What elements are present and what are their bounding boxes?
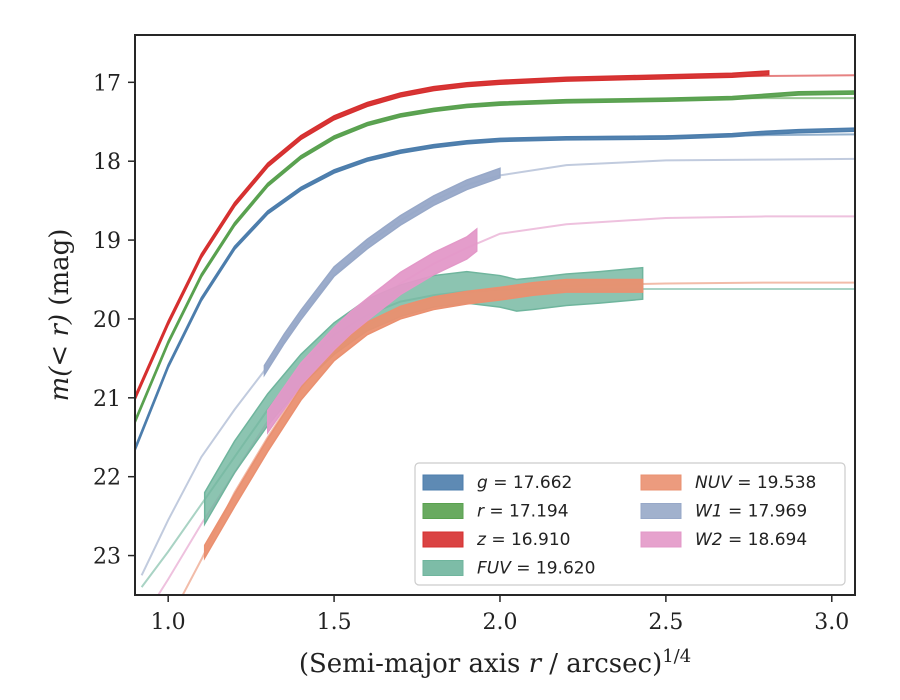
y-tick-label: 17 — [93, 71, 121, 96]
x-tick-label: 1.5 — [317, 610, 352, 635]
y-axis-label: m(< r) (mag) — [45, 229, 75, 402]
legend-label-fuv: FUV = 19.620 — [477, 559, 595, 579]
plot-frame — [134, 34, 856, 596]
x-tick-label: 1.0 — [151, 610, 186, 635]
y-tick-label: 19 — [93, 229, 121, 254]
model-curve-r — [135, 97, 855, 422]
data-band-r — [135, 90, 855, 424]
y-tick-label: 20 — [93, 308, 121, 333]
x-axis-label: (Semi-major axis r / arcsec)1/4 — [299, 646, 691, 679]
legend-swatch-w2 — [640, 531, 682, 548]
x-tick-label: 2.5 — [648, 610, 683, 635]
x-tick-label: 3.0 — [814, 610, 849, 635]
legend-swatch-w1 — [640, 503, 682, 519]
y-tick-label: 22 — [93, 466, 121, 491]
legend-swatch-z — [422, 531, 464, 548]
legend-label-w1: W1 = 17.969 — [695, 502, 807, 522]
legend-label-nuv: NUV = 19.538 — [695, 473, 816, 493]
legend-swatch-fuv — [422, 560, 464, 576]
x-tick-label: 2.0 — [482, 610, 517, 635]
y-tick-label: 23 — [93, 545, 121, 570]
data-band-z — [135, 70, 770, 401]
legend-label-w2: W2 = 18.694 — [695, 530, 807, 550]
legend-label-r: r = 17.194 — [477, 502, 569, 522]
axes: 1.0 1.5 2.0 2.5 3.0 17 18 19 20 21 22 23 (Semi-major… — [45, 34, 856, 679]
y-tick-label: 18 — [93, 150, 121, 175]
legend-label-g: g = 17.662 — [477, 473, 572, 493]
legend-swatch-g — [422, 474, 464, 491]
legend-box — [414, 462, 846, 586]
data-band-nuv — [203, 278, 644, 561]
plot-area — [135, 70, 855, 595]
legend: g = 17.662 r = 17.194 z = 16.910 FUV = 19.6… — [414, 462, 846, 586]
data-band-w2 — [266, 227, 478, 435]
y-tick-label: 21 — [93, 387, 121, 412]
data-band-g — [135, 127, 855, 451]
legend-swatch-r — [422, 503, 464, 519]
data-band-w1 — [263, 167, 501, 378]
legend-label-z: z = 16.910 — [476, 530, 570, 550]
legend-swatch-nuv — [640, 474, 682, 491]
